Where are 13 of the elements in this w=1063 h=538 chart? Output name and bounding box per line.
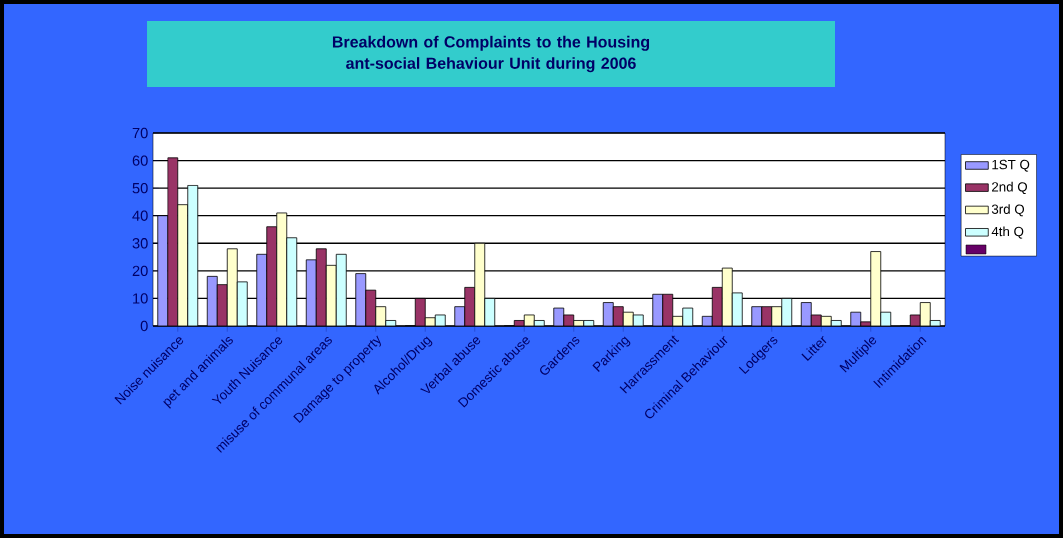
chart-title: Breakdown of Complaints to the Housing ant-social Behaviour Unit during 2006 [332, 35, 650, 73]
legend-label: 4th Q [991, 226, 1024, 239]
y-tick-label: 10 [133, 293, 148, 304]
legend-label: 3rd Q [991, 204, 1025, 217]
y-tick-label: 20 [132, 265, 148, 277]
y-tick-label: 40 [132, 210, 148, 221]
y-tick-label: 0 [140, 320, 148, 332]
y-tick-label: 50 [132, 182, 148, 194]
legend-label: 1ST Q [992, 159, 1030, 172]
y-tick-label: 60 [132, 155, 148, 166]
y-tick-label: 30 [132, 238, 148, 249]
y-tick-label: 70 [132, 127, 148, 139]
legend-label: 2nd Q [992, 181, 1028, 194]
